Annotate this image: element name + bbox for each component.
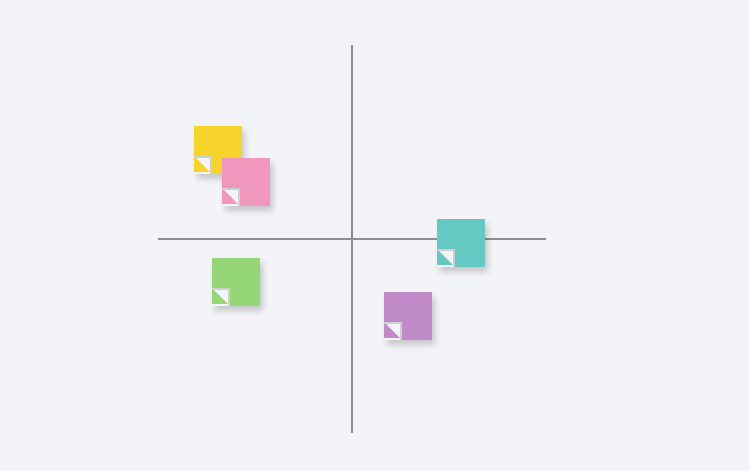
sticky-note-pink[interactable] (222, 158, 270, 206)
note-fold-corner (194, 156, 212, 174)
horizontal-axis-line (158, 238, 546, 240)
sticky-note-teal[interactable] (437, 219, 485, 267)
sticky-note-purple[interactable] (384, 292, 432, 340)
sticky-note-green[interactable] (212, 258, 260, 306)
note-fold-corner (384, 322, 402, 340)
note-fold-corner (437, 249, 455, 267)
note-fold-corner (212, 288, 230, 306)
note-fold-corner (222, 188, 240, 206)
